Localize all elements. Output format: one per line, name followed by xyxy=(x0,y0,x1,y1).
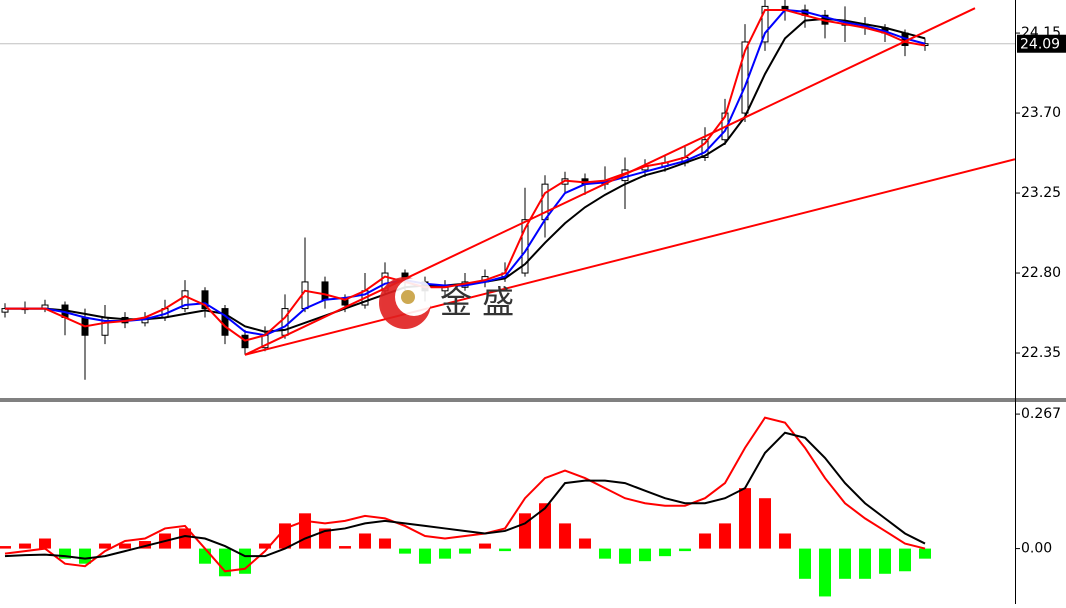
histogram-bar xyxy=(339,546,351,549)
histogram-bar xyxy=(719,523,731,549)
histogram-bar xyxy=(819,548,831,597)
histogram-bar xyxy=(799,548,811,579)
watermark-logo xyxy=(379,277,433,329)
histogram-bar xyxy=(499,548,511,552)
moving-average xyxy=(5,8,926,337)
watermark: 金 盛 xyxy=(440,283,514,321)
histogram-bar xyxy=(559,523,571,549)
histogram-bar xyxy=(19,543,31,549)
histogram-bar xyxy=(0,546,11,549)
trend-line xyxy=(244,7,976,356)
histogram-bar xyxy=(139,541,151,549)
histogram-bar xyxy=(279,523,291,549)
price-panel xyxy=(0,0,1015,380)
y-tick-label: 0.267 xyxy=(1021,406,1061,422)
histogram-bar xyxy=(879,548,891,574)
histogram-bar xyxy=(699,533,711,549)
histogram-bar xyxy=(579,538,591,549)
histogram-bar xyxy=(619,548,631,564)
trend-line xyxy=(244,158,1015,356)
candle-body xyxy=(181,290,189,310)
histogram-bar xyxy=(779,533,791,549)
histogram-bar xyxy=(479,543,491,549)
histogram-bar xyxy=(319,528,331,549)
moving-average xyxy=(5,8,926,342)
histogram-bar xyxy=(419,548,431,564)
histogram-bar xyxy=(739,488,751,549)
candle-body xyxy=(281,308,289,336)
histogram-bar xyxy=(839,548,851,579)
macd-line xyxy=(4,416,926,573)
y-tick-label: 22.80 xyxy=(1021,265,1061,281)
histogram-bar xyxy=(459,548,471,554)
histogram-bar xyxy=(759,498,771,549)
macd-line xyxy=(4,431,926,560)
macd-panel xyxy=(0,416,931,597)
last-price-box xyxy=(1017,34,1066,53)
histogram-bar xyxy=(859,548,871,579)
histogram-bar xyxy=(599,548,611,559)
histogram-bar xyxy=(519,513,531,549)
histogram-bar xyxy=(119,543,131,549)
y-tick-label: 23.25 xyxy=(1021,185,1061,201)
histogram-bar xyxy=(299,513,311,549)
histogram-bar xyxy=(79,548,91,564)
candle-body xyxy=(321,281,329,301)
histogram-bar xyxy=(199,548,211,564)
histogram-bar xyxy=(639,548,651,562)
y-tick-label: 22.35 xyxy=(1021,345,1061,361)
histogram-bar xyxy=(439,548,451,559)
candle-body xyxy=(201,290,209,310)
histogram-bar xyxy=(399,548,411,554)
histogram-bar xyxy=(99,543,111,549)
candle-body xyxy=(761,5,769,43)
histogram-bar xyxy=(59,548,71,559)
y-tick-label: 0.00 xyxy=(1021,541,1052,557)
histogram-bar xyxy=(679,548,691,552)
histogram-bar xyxy=(539,503,551,549)
histogram-bar xyxy=(379,538,391,549)
histogram-bar xyxy=(359,533,371,549)
histogram-bar xyxy=(899,548,911,572)
histogram-bar xyxy=(39,538,51,549)
y-tick-label: 23.70 xyxy=(1021,105,1061,121)
histogram-bar xyxy=(179,528,191,549)
last-price-label: 24.09 xyxy=(1020,37,1060,53)
histogram-bar xyxy=(919,548,931,559)
histogram-bar xyxy=(659,548,671,557)
histogram-bar xyxy=(259,543,271,549)
